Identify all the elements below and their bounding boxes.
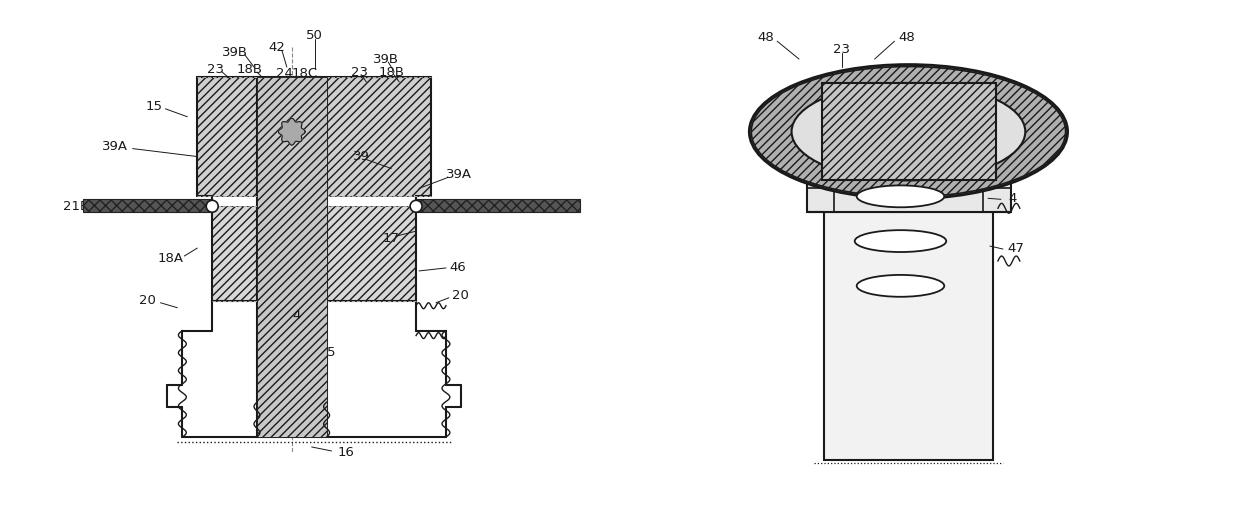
Text: 21B: 21B: [445, 200, 471, 213]
Text: 50: 50: [306, 29, 324, 42]
Circle shape: [410, 200, 422, 212]
Text: 21B: 21B: [63, 200, 89, 213]
Bar: [807, 181, 1011, 212]
Text: 39B: 39B: [373, 53, 399, 66]
Bar: [212, 206, 417, 301]
Text: 15: 15: [997, 115, 1014, 128]
Text: 39A: 39A: [446, 168, 472, 181]
Ellipse shape: [854, 230, 946, 252]
Circle shape: [206, 200, 218, 212]
Ellipse shape: [791, 83, 1025, 181]
Text: 24: 24: [277, 67, 293, 79]
Text: 46: 46: [450, 262, 466, 275]
Bar: [257, 77, 326, 437]
Text: 5: 5: [327, 346, 336, 359]
Ellipse shape: [857, 275, 944, 297]
Polygon shape: [279, 118, 305, 145]
Text: 20: 20: [139, 294, 156, 307]
Bar: [197, 77, 257, 196]
Bar: [822, 83, 996, 181]
Bar: [83, 199, 212, 212]
Ellipse shape: [857, 185, 944, 207]
Text: 20: 20: [453, 289, 469, 302]
Text: 42: 42: [268, 41, 285, 54]
Text: 4: 4: [293, 309, 301, 322]
Text: 39B: 39B: [222, 45, 248, 59]
Bar: [823, 212, 993, 460]
Text: 15: 15: [146, 100, 162, 114]
Bar: [417, 199, 580, 212]
Text: 18A: 18A: [157, 251, 184, 265]
Text: 39A: 39A: [102, 140, 128, 153]
Text: 47: 47: [1007, 241, 1024, 254]
Text: 23: 23: [351, 66, 368, 78]
Text: 23: 23: [833, 43, 851, 56]
Bar: [257, 77, 326, 196]
Text: 17: 17: [383, 232, 399, 245]
Text: 48: 48: [898, 30, 915, 44]
Text: 4: 4: [1008, 192, 1017, 205]
Text: 18C: 18C: [291, 67, 317, 79]
Text: 23: 23: [207, 62, 223, 75]
Text: 16: 16: [339, 446, 355, 459]
Bar: [326, 77, 432, 196]
Text: 39: 39: [353, 150, 370, 163]
Text: 18B: 18B: [378, 66, 404, 78]
Ellipse shape: [749, 64, 1068, 199]
Text: 48: 48: [758, 30, 775, 44]
Text: 18B: 18B: [237, 62, 263, 75]
